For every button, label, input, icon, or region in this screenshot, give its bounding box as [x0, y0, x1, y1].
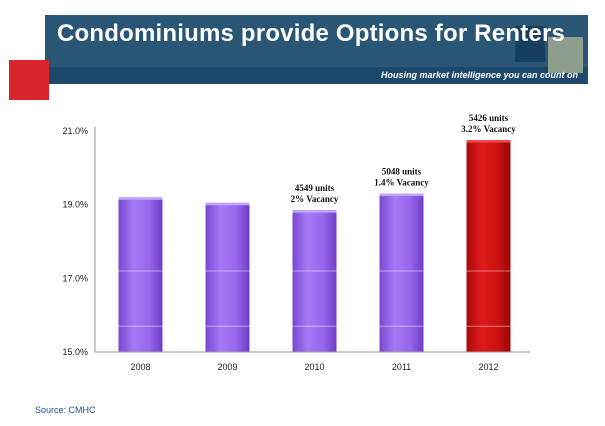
bar-top-highlight — [379, 193, 424, 197]
annotation-vacancy: 2% Vacancy — [291, 194, 339, 204]
slide-title: Condominiums provide Options for Renters — [57, 20, 566, 47]
annotation-units: 5048 units — [382, 167, 422, 177]
slide-tagline: Housing market intelligence you can coun… — [380, 70, 578, 80]
x-tick-label: 2009 — [217, 362, 237, 372]
bar — [118, 197, 163, 352]
x-tick-label: 2010 — [304, 362, 324, 372]
x-tick-label: 2012 — [478, 362, 498, 372]
bar — [292, 210, 337, 352]
y-tick-label: 21.0% — [62, 126, 88, 136]
y-tick-label: 17.0% — [62, 273, 88, 283]
annotation-units: 5426 units — [469, 113, 509, 123]
x-tick-label: 2011 — [392, 362, 411, 372]
title-banner — [45, 15, 588, 67]
bar — [205, 202, 250, 352]
bar-top-highlight — [118, 197, 163, 200]
annotation-units: 4549 units — [295, 183, 335, 193]
y-tick-label: 19.0% — [62, 200, 88, 210]
bar-top-highlight — [292, 210, 337, 213]
annotation-vacancy: 3.2% Vacancy — [461, 124, 516, 134]
source-note: Source: CMHC — [35, 405, 96, 415]
bar-top-highlight — [205, 202, 250, 206]
bar — [379, 193, 424, 352]
y-tick-label: 15.0% — [62, 347, 88, 357]
bar — [466, 140, 511, 352]
decor-square-red — [9, 60, 49, 100]
annotation-vacancy: 1.4% Vacancy — [374, 178, 429, 188]
decor-square-dark — [515, 26, 545, 62]
tagline-strip — [45, 67, 588, 84]
bar-top-highlight — [466, 140, 511, 143]
x-tick-label: 2008 — [130, 362, 150, 372]
decor-square-sage — [548, 37, 583, 73]
